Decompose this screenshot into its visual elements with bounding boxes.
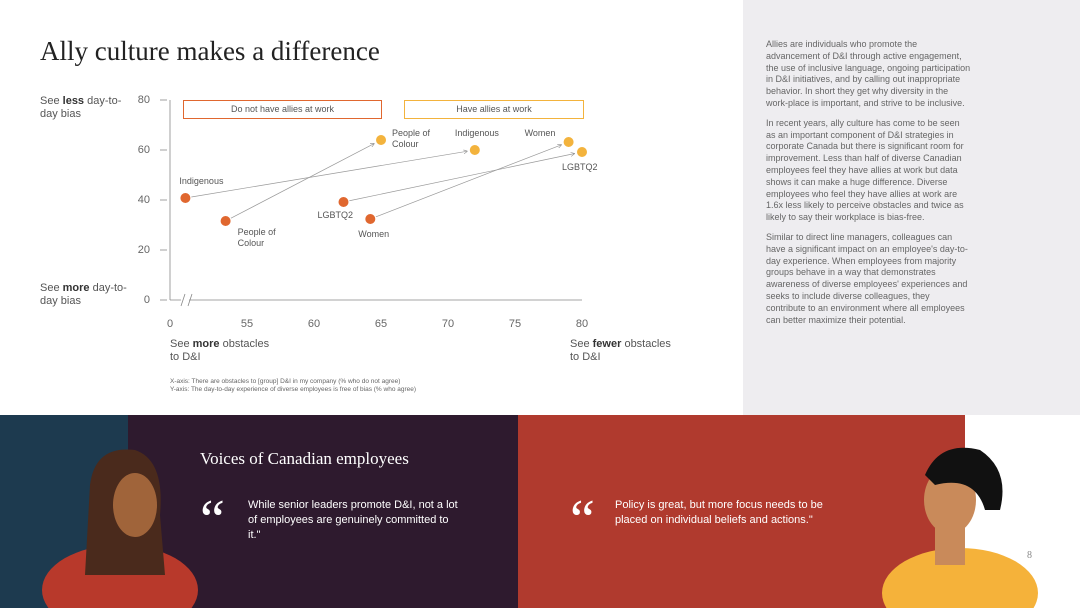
quote: While senior leaders promote D&I, not a … xyxy=(248,499,458,541)
point xyxy=(338,197,349,207)
x-tick-label: 75 xyxy=(509,318,521,330)
point xyxy=(220,216,231,226)
arrow xyxy=(349,154,574,202)
notes: X-axis: There are obstacles to [group] D… xyxy=(170,378,416,394)
note: X-axis: There are obstacles to [group] D… xyxy=(170,378,401,385)
arrow xyxy=(191,151,467,198)
quote: Policy is great, but more focus needs to… xyxy=(615,499,823,526)
x-tick-label: 65 xyxy=(375,318,387,330)
x-tick-label: 60 xyxy=(308,318,320,330)
arrow xyxy=(230,144,374,219)
quote-mark: “ xyxy=(570,489,595,551)
y-label-top: See less day-to-day bias xyxy=(40,95,122,120)
point xyxy=(376,135,387,145)
page-title: Ally culture makes a difference xyxy=(40,36,380,66)
y-tick-label: 0 xyxy=(144,294,150,306)
axis-break xyxy=(187,293,193,307)
sidebar: Allies are individuals who promote the a… xyxy=(766,39,971,334)
chart: 0 20 40 60 80 0 55 60 65 70 75 80 xyxy=(138,94,588,330)
paragraph: Allies are individuals who promote the a… xyxy=(766,39,971,108)
axis-break-gap xyxy=(181,297,189,303)
point-label: Women xyxy=(524,128,556,138)
x-tick-label: 55 xyxy=(241,318,253,330)
y-tick-label: 40 xyxy=(138,194,150,206)
point xyxy=(180,193,191,203)
paragraph: In recent years, ally culture has come t… xyxy=(766,117,964,223)
x-tick-label: 0 xyxy=(167,318,173,330)
note: Y-axis: The day-to-day experience of div… xyxy=(170,386,417,393)
point xyxy=(365,214,376,224)
voices-title: Voices of Canadian employees xyxy=(200,449,409,468)
y-label-bottom: See more day-to-day bias xyxy=(40,282,127,307)
point xyxy=(563,137,574,147)
y-tick-label: 20 xyxy=(138,244,150,256)
page-number: 8 xyxy=(1027,550,1032,561)
x-tick-label: 70 xyxy=(442,318,454,330)
x-label-right: See fewer obstacles to D&I xyxy=(570,338,671,363)
point xyxy=(469,145,480,155)
legend-entry: Do not have allies at work xyxy=(183,100,382,119)
paragraph: Similar to direct line managers, colleag… xyxy=(766,231,968,325)
point xyxy=(577,147,588,157)
x-label-left: See more obstacles to D&I xyxy=(170,338,270,363)
legend-entry: Have allies at work xyxy=(404,100,584,119)
point-label: People of Colour xyxy=(237,227,276,248)
point-label: Women xyxy=(358,229,390,239)
point-label: LGBTQ2 xyxy=(562,162,598,172)
illustrations xyxy=(42,447,1038,608)
y-tick-label: 80 xyxy=(138,94,150,106)
point-label: Indigenous xyxy=(179,176,224,186)
point-label: People of Colour xyxy=(392,128,431,149)
quote-mark: “ xyxy=(200,489,225,551)
x-tick-label: 80 xyxy=(576,318,588,330)
point-label: Indigenous xyxy=(454,128,499,138)
point-label: LGBTQ2 xyxy=(317,210,354,220)
axis-break xyxy=(180,293,186,307)
arrow xyxy=(375,145,561,218)
y-tick-label: 60 xyxy=(138,144,150,156)
sidebar-bg xyxy=(743,0,1080,415)
